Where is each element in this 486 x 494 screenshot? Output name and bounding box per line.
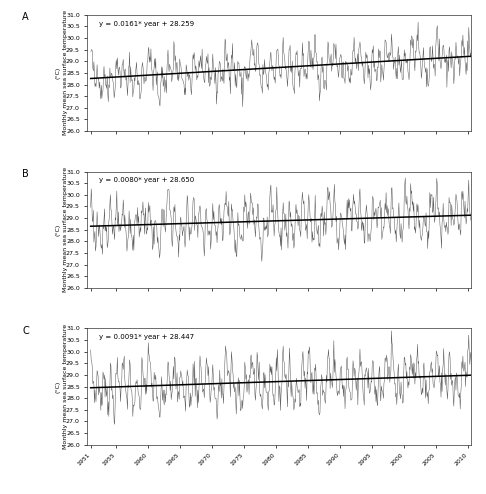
Text: y = 0.0091* year + 28.447: y = 0.0091* year + 28.447 (99, 334, 194, 340)
Y-axis label: (°C)
Monthly mean sea surface temperature: (°C) Monthly mean sea surface temperatur… (56, 167, 68, 292)
Y-axis label: (°C)
Monthly mean sea surface temperature: (°C) Monthly mean sea surface temperatur… (56, 10, 68, 135)
Text: C: C (22, 326, 29, 336)
Text: A: A (22, 12, 29, 23)
Text: y = 0.0161* year + 28.259: y = 0.0161* year + 28.259 (99, 21, 194, 27)
Y-axis label: (°C)
Monthly mean sea surface temperature: (°C) Monthly mean sea surface temperatur… (56, 324, 68, 449)
Text: B: B (22, 169, 29, 179)
Text: y = 0.0080* year + 28.650: y = 0.0080* year + 28.650 (99, 177, 194, 183)
